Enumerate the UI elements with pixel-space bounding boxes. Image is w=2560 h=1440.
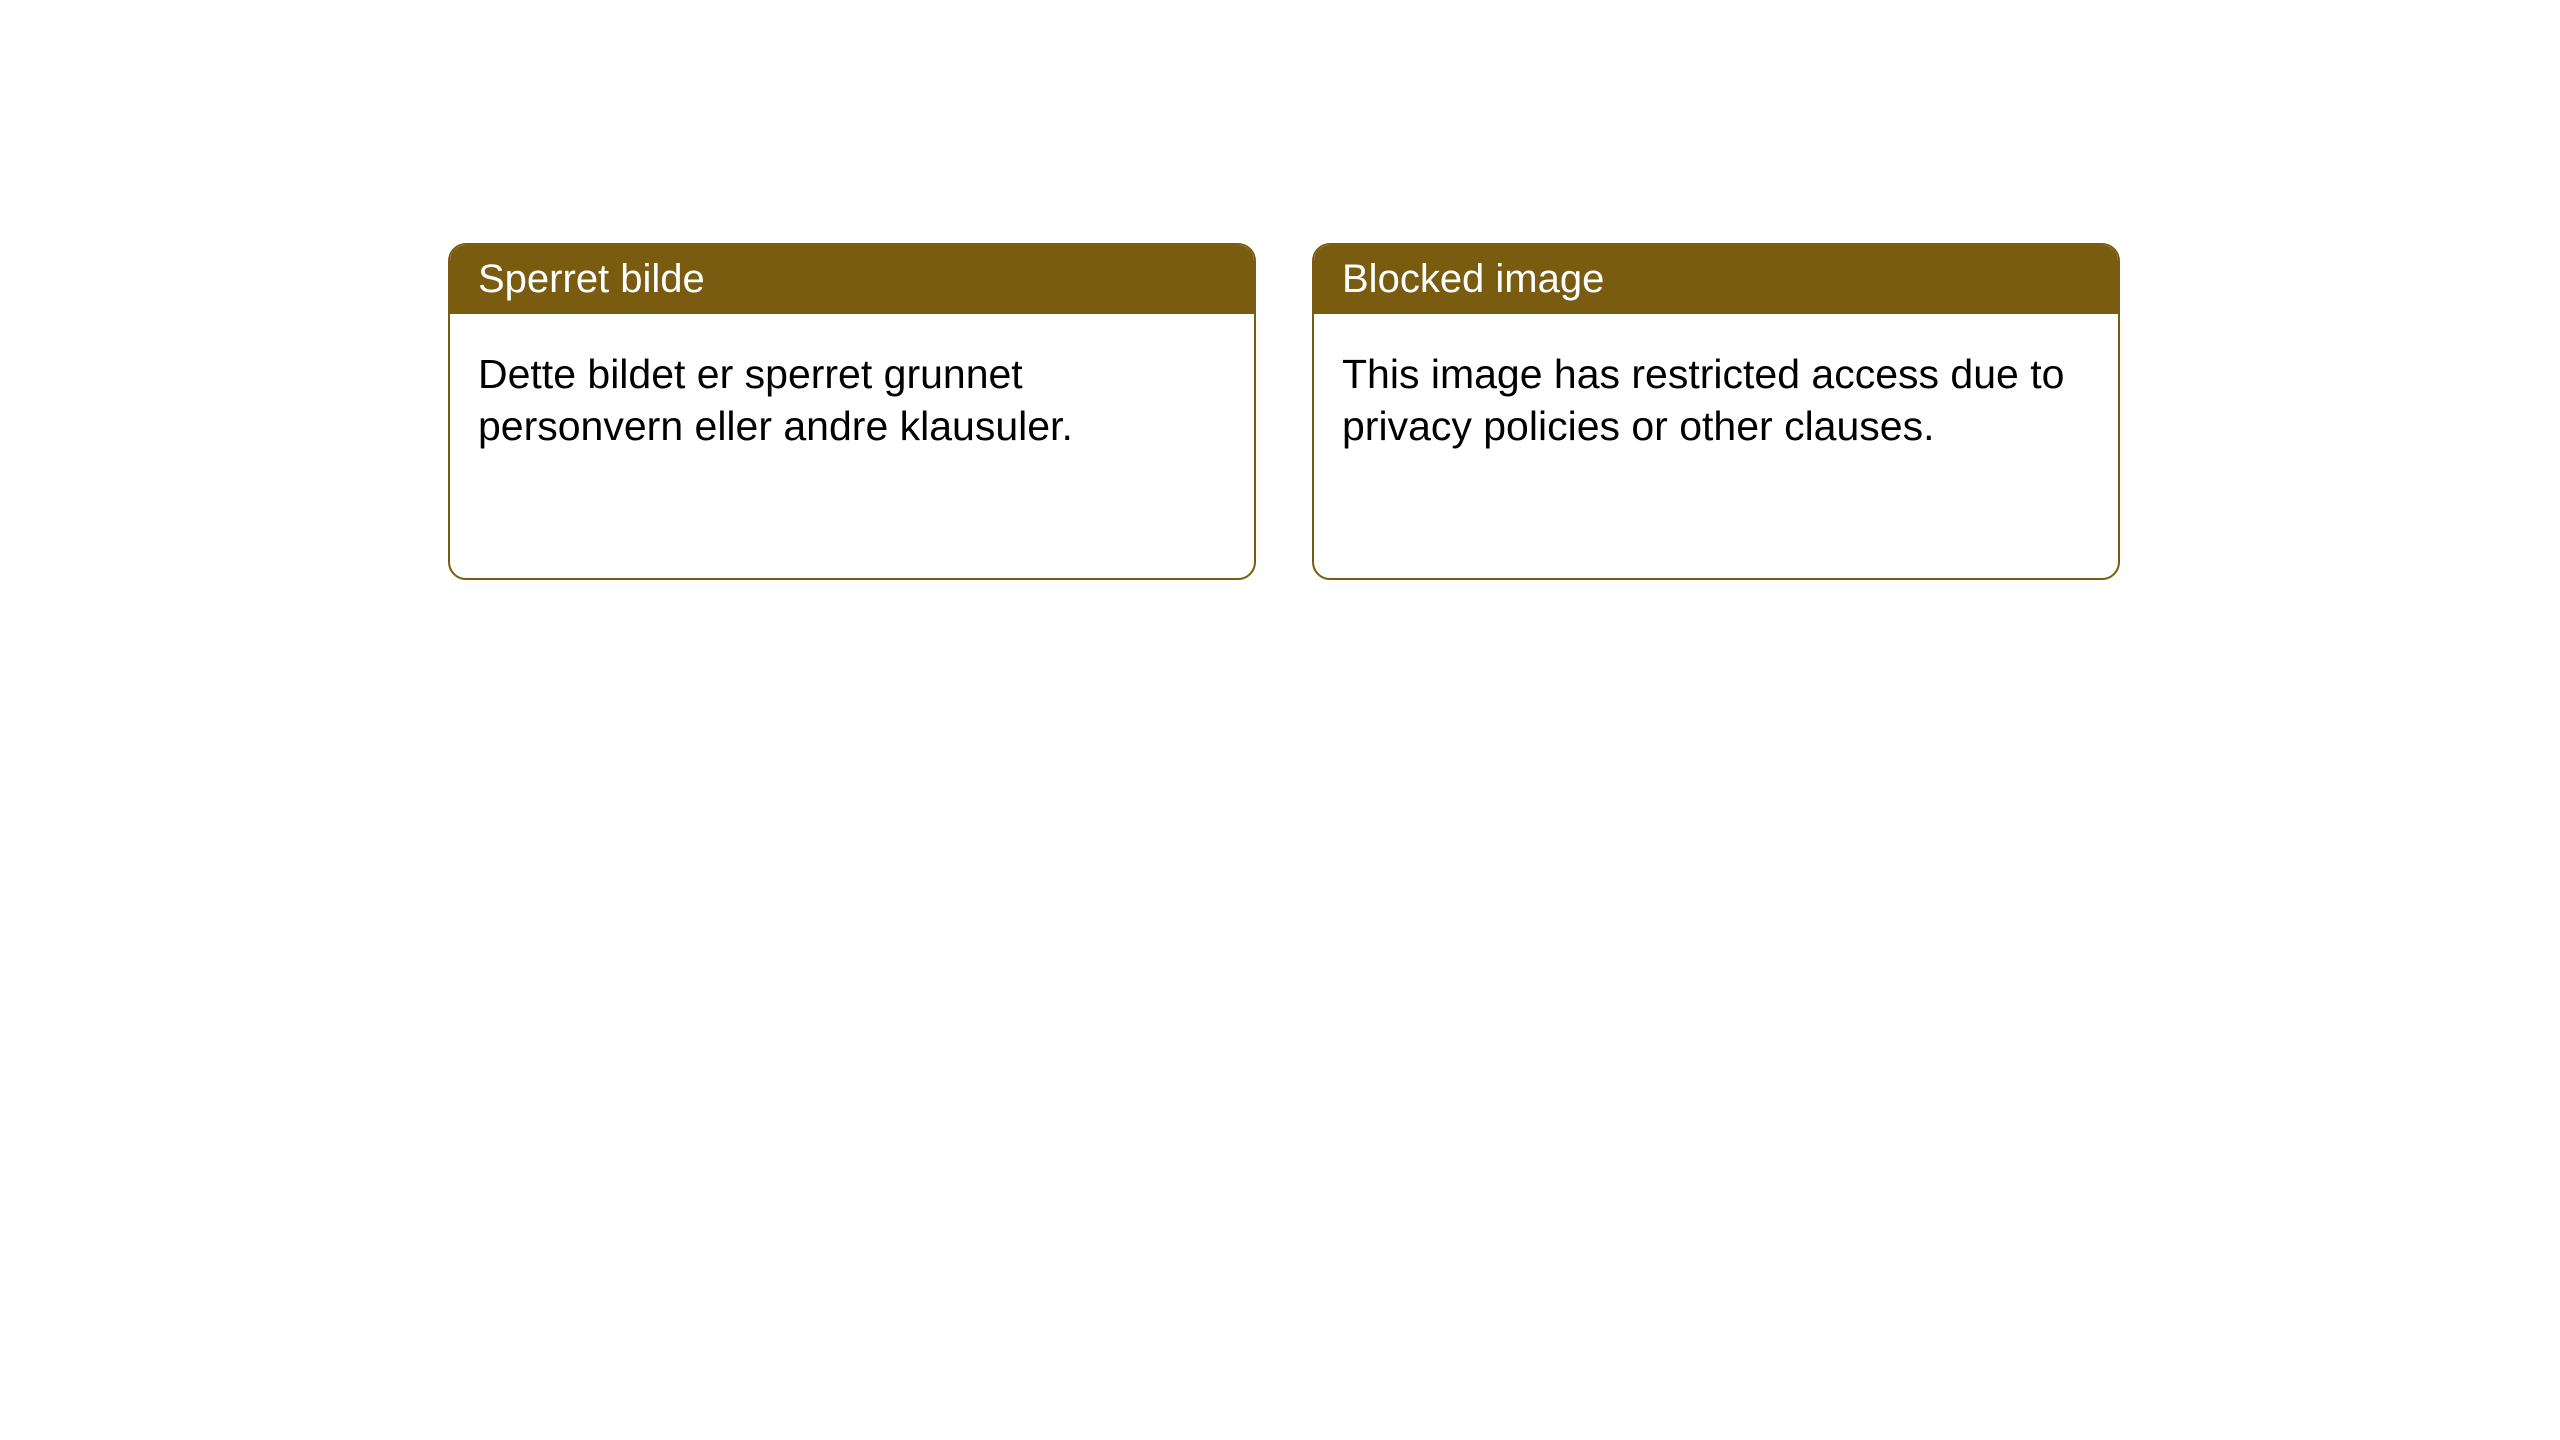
notice-card-english: Blocked image This image has restricted …: [1312, 243, 2120, 580]
notice-title: Sperret bilde: [478, 257, 705, 301]
notice-title: Blocked image: [1342, 257, 1604, 301]
notice-text: This image has restricted access due to …: [1342, 351, 2064, 449]
notice-body: This image has restricted access due to …: [1314, 314, 2118, 486]
notice-card-norwegian: Sperret bilde Dette bildet er sperret gr…: [448, 243, 1256, 580]
notice-container: Sperret bilde Dette bildet er sperret gr…: [0, 0, 2560, 580]
notice-header: Blocked image: [1314, 245, 2118, 314]
notice-body: Dette bildet er sperret grunnet personve…: [450, 314, 1254, 486]
notice-header: Sperret bilde: [450, 245, 1254, 314]
notice-text: Dette bildet er sperret grunnet personve…: [478, 351, 1073, 449]
